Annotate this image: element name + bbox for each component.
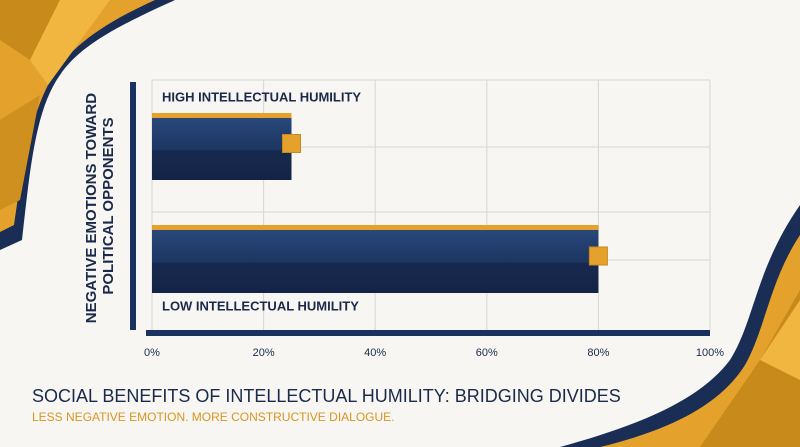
bars (152, 113, 608, 293)
bar-end-marker (588, 246, 608, 266)
x-tick-label: 40% (364, 347, 386, 359)
category-label: LOW INTELLECTUAL HUMILITY (162, 298, 359, 313)
category-label: HIGH INTELLECTUAL HUMILITY (162, 89, 361, 104)
x-tick-label: 100% (696, 347, 724, 359)
y-axis-label: NEGATIVE EMOTIONS TOWARD POLITICAL OPPON… (83, 89, 117, 323)
left-axis-bar (130, 82, 136, 330)
bar (152, 113, 292, 180)
chart-title: SOCIAL BENEFITS OF INTELLECTUAL HUMILITY… (32, 386, 621, 406)
bar (152, 225, 599, 293)
x-tick-label: 20% (253, 347, 275, 359)
y-axis-label-line: NEGATIVE EMOTIONS TOWARD (83, 93, 100, 323)
labels: 0% 20% 40% 60% 80% 100% HIGH INTELLECTUAL HUMI… (144, 89, 724, 358)
bar-highlight (152, 113, 292, 118)
x-axis-bar (146, 330, 710, 336)
y-axis-label-line: POLITICAL OPPONENTS (100, 117, 117, 294)
x-tick-label: 80% (587, 347, 609, 359)
corner-top-left (0, 0, 175, 250)
bar-highlight (152, 225, 599, 230)
x-tick-label: 0% (144, 347, 160, 359)
corner-bottom-right (560, 205, 800, 447)
bar-end-marker (282, 134, 301, 153)
x-tick-label: 60% (476, 347, 498, 359)
chart-subtitle: LESS NEGATIVE EMOTION. MORE CONSTRUCTIVE… (32, 410, 395, 424)
